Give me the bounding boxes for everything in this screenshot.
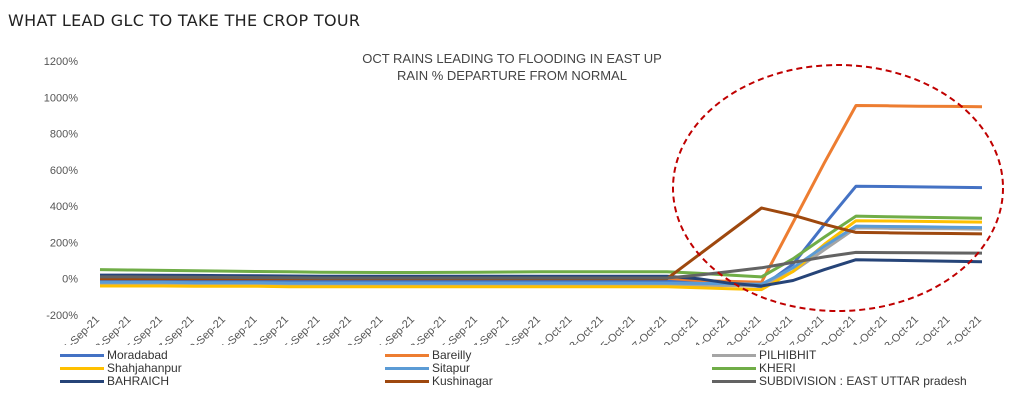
series-line — [100, 184, 983, 289]
legend-label: Moradabad — [107, 348, 168, 362]
legend-label: BAHRAICH — [107, 374, 170, 388]
line-chart: OCT RAINS LEADING TO FLOODING IN EAST UP… — [44, 51, 1004, 345]
series-line — [100, 258, 983, 288]
legend-label: SUBDIVISION : EAST UTTAR pradesh — [759, 374, 967, 388]
legend-item: Sitapur — [385, 361, 470, 375]
legend-item: KHERI — [712, 361, 796, 375]
legend-item: PILHIBHIT — [712, 348, 816, 362]
series-line — [100, 250, 983, 280]
legend-swatch — [60, 353, 104, 357]
legend-swatch — [712, 379, 756, 383]
y-tick-label: 200% — [50, 237, 78, 249]
y-tick-label: 400% — [50, 201, 78, 213]
series-line — [100, 224, 983, 286]
y-tick-label: 1000% — [44, 92, 78, 104]
legend-label: Kushinagar — [432, 374, 493, 388]
legend-swatch — [385, 353, 429, 357]
legend-label: Sitapur — [432, 361, 471, 375]
legend-label: PILHIBHIT — [759, 348, 817, 362]
legend-swatch — [385, 366, 429, 370]
legend-item: SUBDIVISION : EAST UTTAR pradesh — [712, 374, 967, 388]
legend-item: Kushinagar — [385, 374, 493, 388]
legend-item: Bareilly — [385, 348, 471, 362]
y-tick-label: 800% — [50, 129, 78, 141]
y-tick-label: 0% — [62, 274, 78, 286]
legend-item: Moradabad — [60, 348, 168, 362]
chart-subtitle: RAIN % DEPARTURE FROM NORMAL — [397, 68, 627, 83]
legend-label: Shahjahanpur — [107, 361, 182, 375]
legend-item: BAHRAICH — [60, 374, 169, 388]
legend-label: KHERI — [759, 361, 796, 375]
series-line — [100, 219, 983, 292]
y-tick-label: 1200% — [44, 56, 78, 68]
legend-swatch — [712, 366, 756, 370]
legend-swatch — [385, 379, 429, 383]
series-line — [99, 214, 983, 279]
y-tick-label: 600% — [50, 165, 78, 177]
legend-item: Shahjahanpur — [60, 361, 182, 375]
legend-swatch — [60, 366, 104, 370]
slide-title: WHAT LEAD GLC TO TAKE THE CROP TOUR — [8, 11, 361, 30]
chart-title: OCT RAINS LEADING TO FLOODING IN EAST UP — [362, 51, 662, 66]
y-tick-label: -200% — [46, 310, 78, 322]
legend-swatch — [60, 379, 104, 383]
legend-label: Bareilly — [432, 348, 472, 362]
highlight-ellipse — [672, 64, 1004, 312]
legend-swatch — [712, 353, 756, 357]
